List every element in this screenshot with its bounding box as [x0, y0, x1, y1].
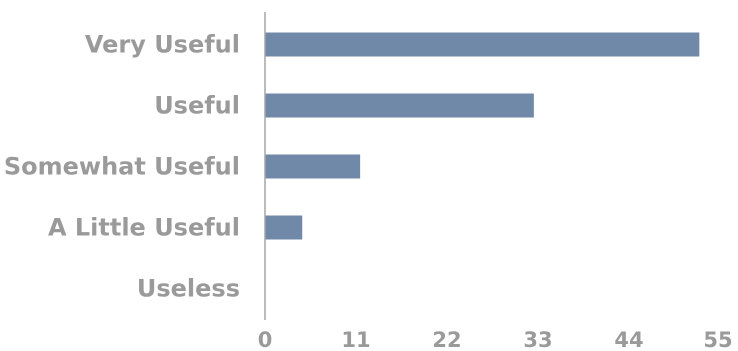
category-label: Useful — [154, 92, 240, 120]
x-tick-labels: 0 11 22 33 44 55 — [258, 328, 733, 351]
x-tick-label: 44 — [614, 328, 643, 351]
category-label: Very Useful — [85, 31, 240, 59]
x-tick-label: 55 — [703, 328, 732, 351]
category-labels: Very Useful Useful Somewhat Useful A Little… — [4, 31, 240, 303]
bar — [265, 215, 303, 240]
bar — [265, 154, 361, 179]
category-label: Somewhat Useful — [4, 153, 240, 181]
x-tick-label: 0 — [258, 328, 273, 351]
x-tick-label: 22 — [432, 328, 461, 351]
bar — [265, 93, 534, 118]
x-tick-label: 33 — [523, 328, 552, 351]
category-label: A Little Useful — [48, 214, 240, 242]
bar — [265, 32, 700, 57]
bars — [265, 32, 700, 240]
x-tick-label: 11 — [341, 328, 370, 351]
category-label: Useless — [137, 275, 240, 303]
